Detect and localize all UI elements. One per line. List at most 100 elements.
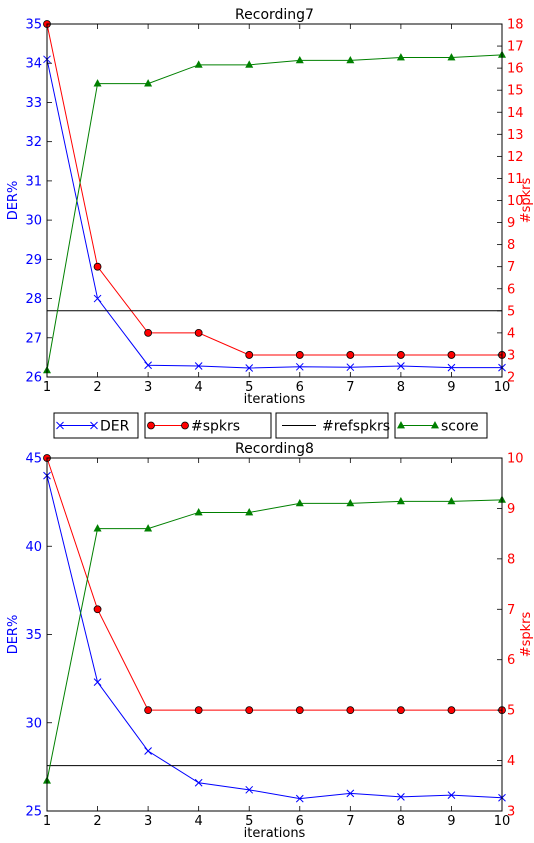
data-point-der xyxy=(346,789,355,798)
data-point-der xyxy=(346,363,355,372)
y-tick-label-right: 8 xyxy=(507,552,515,567)
legend-marker xyxy=(56,421,64,430)
x-tick-label: 7 xyxy=(346,380,354,395)
x-tick-label: 1 xyxy=(43,380,51,395)
data-point-score xyxy=(295,498,304,507)
x-tick-label: 3 xyxy=(144,380,152,395)
y-tick-label-right: 4 xyxy=(507,754,515,769)
y-tick-label-right: 5 xyxy=(507,704,515,719)
data-point-spkrs xyxy=(245,351,254,359)
legend-marker xyxy=(181,421,189,430)
data-point-score xyxy=(447,53,456,61)
y-tick-label-left: 40 xyxy=(25,540,42,555)
x-tick-label: 10 xyxy=(494,814,511,829)
series-group xyxy=(42,20,507,374)
data-point-spkrs xyxy=(93,262,102,271)
data-point-der xyxy=(397,362,405,370)
y-tick-label-right: 12 xyxy=(507,150,524,165)
y-tick-label-right: 18 xyxy=(507,18,524,33)
data-point-score xyxy=(396,496,405,505)
legend-entry-der: DER xyxy=(53,412,139,439)
series-line-score xyxy=(46,54,503,371)
x-tick-label: 10 xyxy=(494,380,511,395)
data-point-der xyxy=(447,363,456,372)
plot-area xyxy=(47,458,502,811)
data-point-der xyxy=(295,794,304,803)
x-tick-label: 2 xyxy=(93,380,101,395)
y-axis-label-left: DER% xyxy=(6,181,21,221)
y-tick-label-left: 32 xyxy=(25,135,42,150)
legend-entry-score: score xyxy=(394,412,488,439)
y-tick-label-left: 26 xyxy=(25,371,42,386)
legend-marker xyxy=(147,421,155,430)
legend-label: score xyxy=(441,419,479,435)
data-point-score xyxy=(245,508,254,516)
y-tick-label-right: 13 xyxy=(507,128,524,143)
data-point-spkrs xyxy=(295,351,304,359)
legend-label: #refspkrs xyxy=(322,419,390,435)
data-point-score xyxy=(93,524,102,532)
x-tick-label: 5 xyxy=(245,380,253,395)
legend-entry-refspkrs: #refspkrs xyxy=(275,412,390,439)
plot-area xyxy=(47,24,502,377)
y-tick-label-left: 35 xyxy=(25,18,42,33)
chart-title: Recording7 xyxy=(235,7,314,23)
y-tick-label-right: 17 xyxy=(507,40,524,55)
x-tick-label: 8 xyxy=(397,380,405,395)
x-tick-label: 2 xyxy=(93,814,101,829)
data-point-spkrs xyxy=(93,605,102,614)
data-point-der xyxy=(194,778,203,787)
chart-recording7: 1 2 3 4 5 6 7 8 9 10iterations2627282930313233343… xyxy=(6,7,534,407)
data-point-score xyxy=(346,498,355,507)
data-point-spkrs xyxy=(144,328,153,337)
series-line-spkrs xyxy=(46,457,502,711)
data-point-spkrs xyxy=(194,706,203,715)
data-point-der xyxy=(194,362,203,370)
x-tick-label: 6 xyxy=(296,814,304,829)
legend-label: #spkrs xyxy=(191,419,240,435)
y-tick-label-right: 6 xyxy=(507,653,515,668)
y-tick-label-right: 5 xyxy=(507,304,515,319)
y-tick-label-left: 30 xyxy=(25,214,42,229)
x-tick-label: 8 xyxy=(397,814,405,829)
data-point-spkrs xyxy=(346,706,355,715)
data-point-der xyxy=(245,364,254,372)
y-tick-label-right: 16 xyxy=(507,62,524,77)
series-line-score xyxy=(46,499,503,781)
y-tick-label-left: 31 xyxy=(25,174,42,189)
y-tick-label-left: 34 xyxy=(25,57,42,72)
y-tick-label-right: 11 xyxy=(507,172,524,187)
y-axis-label-right: #spkrs xyxy=(519,177,534,223)
y-tick-label-right: 3 xyxy=(507,348,515,363)
series-line-der xyxy=(46,475,503,800)
x-tick-label: 1 xyxy=(43,814,51,829)
y-tick-label-left: 29 xyxy=(25,253,42,268)
x-axis-label: iterations xyxy=(244,392,306,407)
x-tick-label: 5 xyxy=(245,814,253,829)
x-tick-label: 9 xyxy=(447,814,455,829)
y-tick-label-left: 30 xyxy=(25,716,42,731)
y-tick-label-right: 4 xyxy=(507,326,515,341)
data-point-spkrs xyxy=(447,351,456,359)
series-line-spkrs xyxy=(46,23,502,356)
legend-marker xyxy=(430,421,440,429)
y-tick-label-right: 15 xyxy=(507,84,524,99)
data-point-der xyxy=(397,793,405,801)
y-tick-label-left: 25 xyxy=(25,805,42,820)
y-tick-label-left: 45 xyxy=(25,452,42,467)
data-point-der xyxy=(144,361,152,370)
legend-label: DER xyxy=(100,419,130,435)
data-point-score xyxy=(346,55,355,64)
y-axis-label-right: #spkrs xyxy=(519,611,534,657)
legend-marker xyxy=(90,421,98,430)
data-point-spkrs xyxy=(245,706,254,715)
y-tick-label-right: 6 xyxy=(507,282,515,297)
y-tick-label-right: 8 xyxy=(507,238,515,253)
y-tick-label-right: 7 xyxy=(507,603,515,618)
data-point-score xyxy=(447,496,456,505)
data-point-der xyxy=(144,747,152,755)
x-tick-label: 9 xyxy=(447,380,455,395)
y-axis-label-left: DER% xyxy=(6,615,21,655)
data-point-score xyxy=(144,524,153,532)
x-axis-label: iterations xyxy=(244,826,306,841)
